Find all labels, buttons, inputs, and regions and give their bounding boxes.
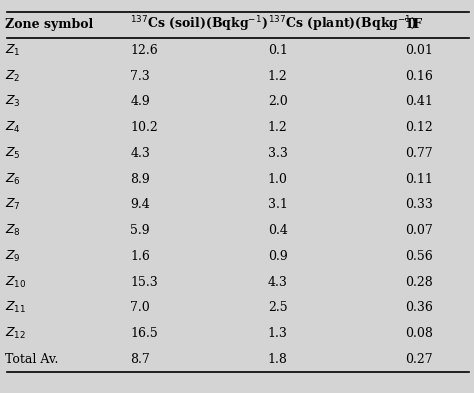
Text: 8.9: 8.9: [130, 173, 150, 185]
Text: 0.08: 0.08: [405, 327, 433, 340]
Text: 1.2: 1.2: [268, 121, 288, 134]
Text: 7.0: 7.0: [130, 301, 150, 314]
Text: 1.0: 1.0: [268, 173, 288, 185]
Text: Zone symbol: Zone symbol: [5, 18, 93, 31]
Text: 16.5: 16.5: [130, 327, 158, 340]
Text: $Z_8$: $Z_8$: [5, 223, 20, 238]
Text: 7.3: 7.3: [130, 70, 150, 83]
Text: $Z_7$: $Z_7$: [5, 197, 20, 213]
Text: $Z_3$: $Z_3$: [5, 94, 20, 110]
Text: Total Av.: Total Av.: [5, 353, 58, 366]
Text: $Z_{11}$: $Z_{11}$: [5, 300, 26, 316]
Text: $Z_5$: $Z_5$: [5, 146, 20, 161]
Text: 0.16: 0.16: [405, 70, 433, 83]
Text: 1.6: 1.6: [130, 250, 150, 263]
Text: 0.28: 0.28: [405, 275, 433, 288]
Text: 15.3: 15.3: [130, 275, 158, 288]
Text: 12.6: 12.6: [130, 44, 158, 57]
Text: 3.3: 3.3: [268, 147, 288, 160]
Text: $Z_{10}$: $Z_{10}$: [5, 275, 26, 290]
Text: $Z_9$: $Z_9$: [5, 249, 20, 264]
Text: 0.36: 0.36: [405, 301, 433, 314]
Text: 2.0: 2.0: [268, 95, 288, 108]
Text: 0.1: 0.1: [268, 44, 288, 57]
Text: $^{137}$Cs (plant)(Bqkg$^{-1}$): $^{137}$Cs (plant)(Bqkg$^{-1}$): [268, 15, 417, 35]
Text: 0.12: 0.12: [405, 121, 433, 134]
Text: 3.1: 3.1: [268, 198, 288, 211]
Text: 0.41: 0.41: [405, 95, 433, 108]
Text: $^{137}$Cs (soil)(Bqkg$^{-1}$): $^{137}$Cs (soil)(Bqkg$^{-1}$): [130, 15, 268, 35]
Text: 10.2: 10.2: [130, 121, 158, 134]
Text: 8.7: 8.7: [130, 353, 150, 366]
Text: 0.56: 0.56: [405, 250, 433, 263]
Text: $Z_2$: $Z_2$: [5, 69, 20, 84]
Text: 0.77: 0.77: [405, 147, 433, 160]
Text: 2.5: 2.5: [268, 301, 287, 314]
Text: 0.27: 0.27: [405, 353, 433, 366]
Text: $Z_6$: $Z_6$: [5, 172, 20, 187]
Text: $Z_1$: $Z_1$: [5, 43, 20, 58]
Text: 0.9: 0.9: [268, 250, 288, 263]
Text: 5.9: 5.9: [130, 224, 150, 237]
Text: $Z_{12}$: $Z_{12}$: [5, 326, 26, 341]
Text: 1.3: 1.3: [268, 327, 288, 340]
Text: 1.2: 1.2: [268, 70, 288, 83]
Text: 0.01: 0.01: [405, 44, 433, 57]
Text: 0.33: 0.33: [405, 198, 433, 211]
Text: 1.8: 1.8: [268, 353, 288, 366]
Text: 0.07: 0.07: [405, 224, 433, 237]
Text: 9.4: 9.4: [130, 198, 150, 211]
Text: 4.3: 4.3: [130, 147, 150, 160]
Text: $Z_4$: $Z_4$: [5, 120, 20, 135]
Text: 0.4: 0.4: [268, 224, 288, 237]
Text: 4.3: 4.3: [268, 275, 288, 288]
Text: 0.11: 0.11: [405, 173, 433, 185]
Text: 4.9: 4.9: [130, 95, 150, 108]
Text: TF: TF: [405, 18, 423, 31]
